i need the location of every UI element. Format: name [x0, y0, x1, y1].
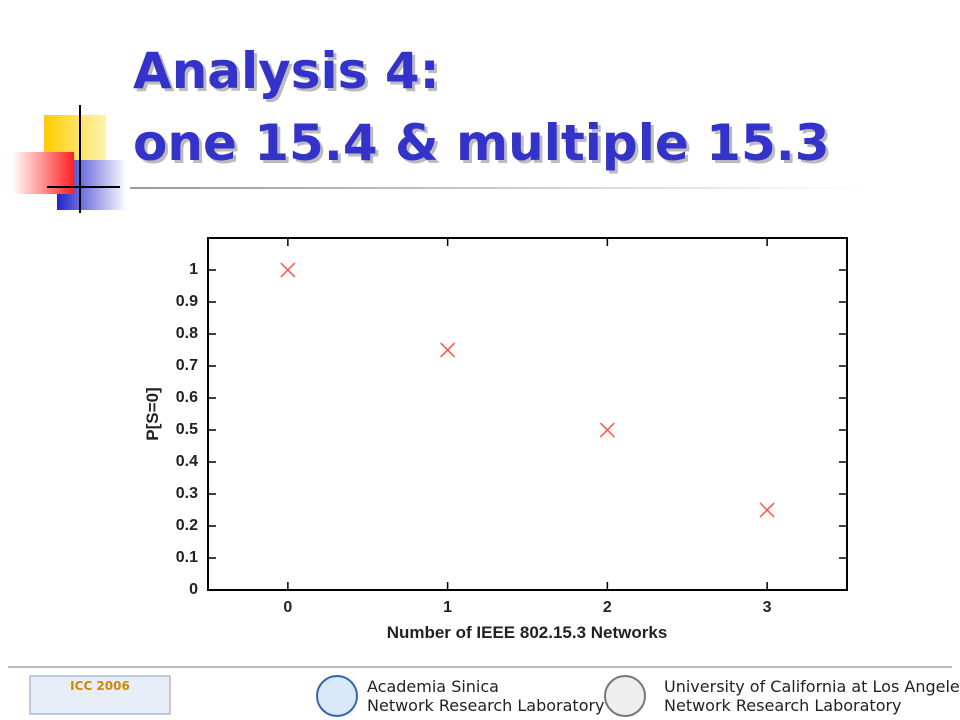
scatter-point: [440, 342, 456, 358]
x-tick-label: 2: [603, 599, 612, 616]
plot-frame: [207, 237, 848, 591]
scatter-point: [759, 502, 775, 518]
slide-title: Analysis 4:: [133, 42, 440, 100]
footer-text: University of California at Los Angeles: [664, 677, 960, 696]
x-tick-label: 3: [763, 599, 772, 616]
plot: Number of IEEE 802.15.3 Networks P[S=0] …: [143, 237, 848, 642]
y-tick-label: 0.9: [176, 293, 198, 310]
title-shadow: Analysis 4:: [136, 45, 443, 103]
footer: ICC 2006 Academia Sinica Network Researc…: [8, 666, 960, 717]
slide-title: one 15.4 & multiple 15.3: [133, 114, 830, 172]
y-tick-label: 0.4: [176, 453, 198, 470]
y-tick-label: 0.6: [176, 389, 198, 406]
y-tick-label: 0.3: [176, 485, 198, 502]
footer-text: Network Research Laboratory: [664, 696, 902, 715]
logo-text: ICC 2006: [70, 679, 130, 693]
footer-text: Academia Sinica: [367, 677, 499, 696]
y-tick-label: 0.1: [176, 549, 198, 566]
y-tick-label: 0.7: [176, 357, 198, 374]
x-tick-label: 0: [283, 599, 292, 616]
y-tick-label: 0.5: [176, 421, 198, 438]
scatter-point: [599, 422, 615, 438]
footer-text: Network Research Laboratory: [367, 696, 605, 715]
title-shadow: one 15.4 & multiple 15.3: [136, 117, 833, 175]
scatter-point: [280, 262, 296, 278]
x-tick-label: 1: [443, 599, 452, 616]
y-tick-label: 0.8: [176, 325, 198, 342]
y-tick-label: 1: [189, 261, 198, 278]
x-axis-label: Number of IEEE 802.15.3 Networks: [387, 623, 668, 642]
decoration: [12, 105, 870, 213]
y-tick-label: 0.2: [176, 517, 198, 534]
y-axis-label: P[S=0]: [143, 387, 162, 440]
y-tick-label: 0: [189, 581, 198, 598]
